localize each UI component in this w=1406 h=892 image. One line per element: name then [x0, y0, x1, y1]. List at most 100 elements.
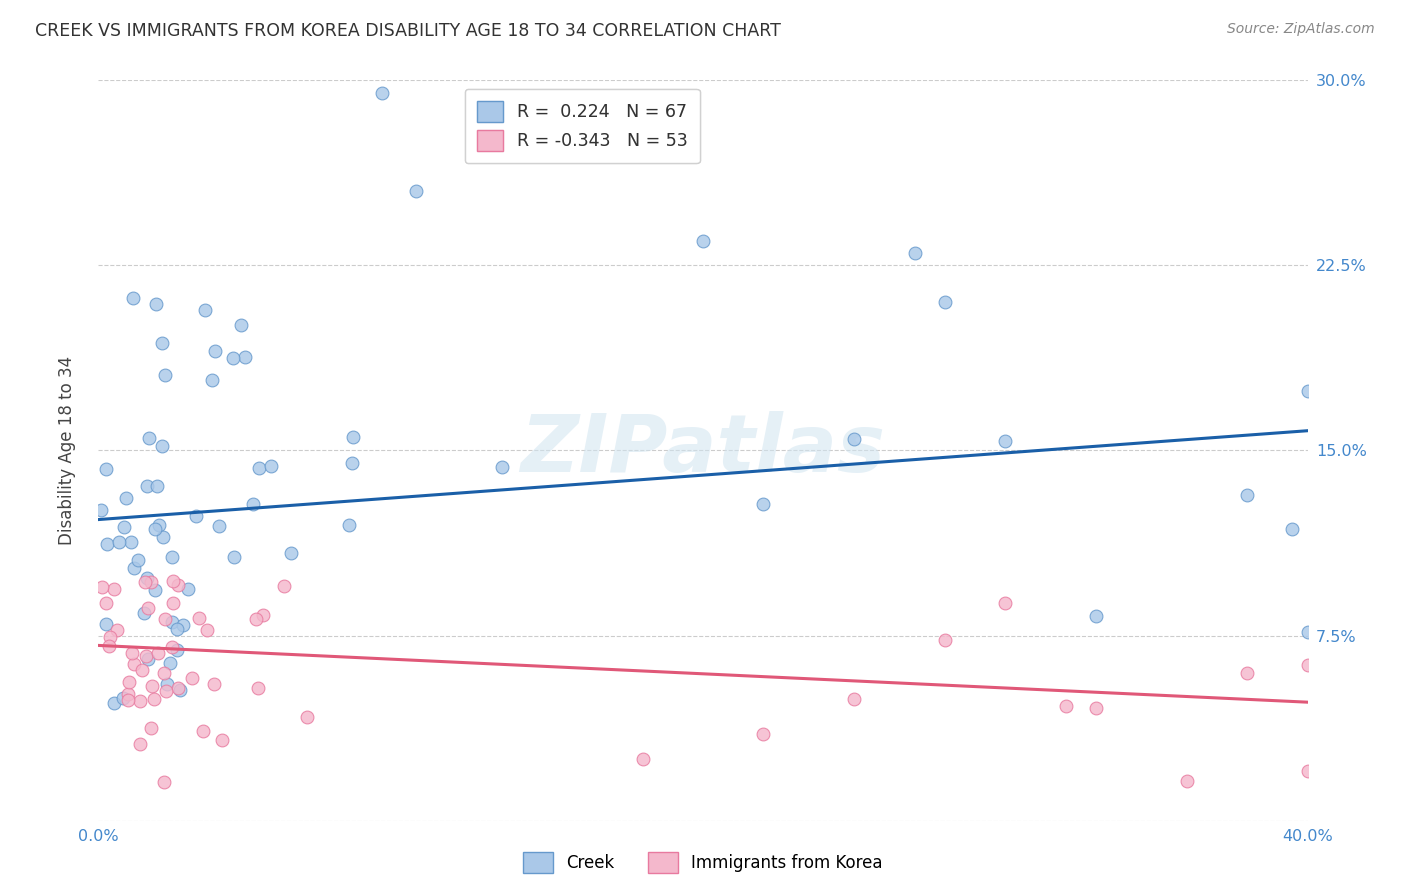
- Point: [96, 616, 118, 631]
- Point: [166, 642, 188, 657]
- Point: [1296, 384, 1319, 398]
- Point: [150, 335, 173, 350]
- Point: [187, 611, 209, 625]
- Point: [98, 639, 121, 653]
- Point: [90, 580, 112, 594]
- Point: [117, 693, 139, 707]
- Point: [134, 574, 156, 589]
- Text: Source: ZipAtlas.com: Source: ZipAtlas.com: [1227, 22, 1375, 37]
- Point: [159, 657, 181, 671]
- Legend: Creek, Immigrants from Korea: Creek, Immigrants from Korea: [516, 846, 890, 880]
- Point: [135, 478, 157, 492]
- Point: [1054, 698, 1077, 713]
- Point: [105, 623, 128, 637]
- Point: [143, 582, 166, 597]
- Point: [844, 432, 866, 446]
- Point: [94, 597, 117, 611]
- Point: [121, 646, 143, 660]
- Point: [994, 596, 1017, 610]
- Point: [370, 86, 392, 100]
- Y-axis label: Disability Age 18 to 34: Disability Age 18 to 34: [58, 356, 76, 545]
- Point: [273, 579, 295, 593]
- Point: [134, 606, 156, 620]
- Point: [142, 691, 165, 706]
- Point: [121, 534, 143, 549]
- Point: [184, 508, 207, 523]
- Point: [166, 622, 188, 636]
- Point: [247, 461, 270, 475]
- Point: [153, 612, 176, 626]
- Point: [103, 582, 125, 596]
- Point: [135, 649, 157, 664]
- Point: [1296, 764, 1319, 779]
- Point: [1296, 624, 1319, 639]
- Point: [342, 430, 364, 444]
- Point: [1296, 658, 1319, 673]
- Point: [139, 574, 162, 589]
- Point: [96, 536, 118, 550]
- Point: [222, 351, 245, 365]
- Point: [169, 683, 191, 698]
- Point: [153, 368, 176, 382]
- Point: [260, 459, 283, 474]
- Point: [752, 497, 775, 511]
- Point: [162, 597, 184, 611]
- Point: [127, 553, 149, 567]
- Point: [121, 291, 143, 305]
- Point: [280, 546, 302, 560]
- Point: [155, 683, 177, 698]
- Point: [337, 518, 360, 533]
- Legend: R =  0.224   N = 67, R = -0.343   N = 53: R = 0.224 N = 67, R = -0.343 N = 53: [464, 89, 700, 163]
- Point: [195, 624, 218, 638]
- Point: [211, 733, 233, 747]
- Point: [1085, 608, 1108, 623]
- Point: [994, 434, 1017, 448]
- Point: [112, 520, 135, 534]
- Point: [177, 582, 200, 597]
- Point: [160, 615, 183, 629]
- Point: [129, 694, 152, 708]
- Point: [146, 646, 169, 660]
- Point: [1236, 488, 1258, 502]
- Point: [153, 774, 176, 789]
- Point: [297, 710, 319, 724]
- Point: [141, 679, 163, 693]
- Point: [146, 479, 169, 493]
- Point: [224, 549, 246, 564]
- Point: [143, 522, 166, 536]
- Point: [1236, 665, 1258, 680]
- Point: [233, 350, 256, 364]
- Point: [752, 727, 775, 741]
- Point: [136, 601, 159, 615]
- Point: [1085, 701, 1108, 715]
- Point: [136, 652, 159, 666]
- Point: [202, 677, 225, 691]
- Point: [631, 752, 654, 766]
- Point: [934, 632, 956, 647]
- Point: [162, 574, 184, 588]
- Point: [201, 373, 224, 387]
- Point: [194, 302, 217, 317]
- Point: [340, 456, 363, 470]
- Point: [152, 530, 174, 544]
- Point: [172, 618, 194, 632]
- Point: [118, 674, 141, 689]
- Point: [153, 666, 176, 681]
- Point: [692, 234, 714, 248]
- Point: [148, 517, 170, 532]
- Text: ZIPatlas: ZIPatlas: [520, 411, 886, 490]
- Point: [247, 681, 270, 695]
- Point: [208, 519, 231, 533]
- Point: [204, 343, 226, 358]
- Point: [136, 571, 159, 585]
- Point: [145, 296, 167, 310]
- Point: [491, 460, 513, 475]
- Point: [117, 687, 139, 701]
- Point: [193, 723, 215, 738]
- Point: [111, 691, 134, 706]
- Point: [181, 671, 204, 685]
- Point: [405, 184, 427, 198]
- Point: [122, 657, 145, 671]
- Point: [844, 691, 866, 706]
- Point: [98, 630, 121, 644]
